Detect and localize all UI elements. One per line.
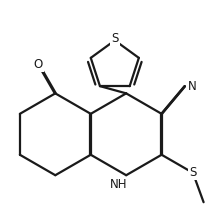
Text: NH: NH (110, 178, 128, 191)
Text: S: S (111, 32, 119, 44)
Text: N: N (188, 80, 196, 93)
Text: S: S (189, 166, 197, 179)
Text: O: O (34, 58, 43, 71)
